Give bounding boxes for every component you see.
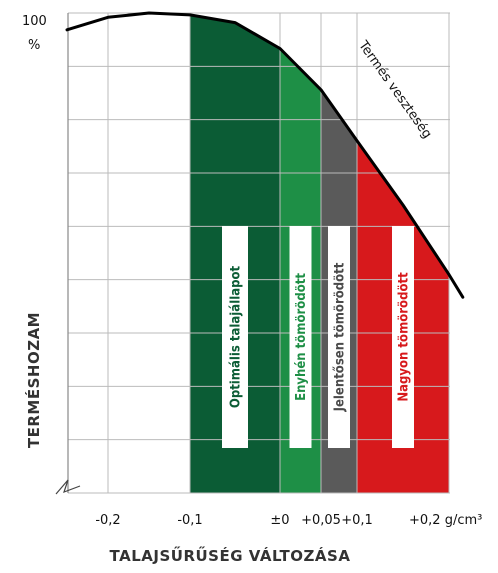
x-tick-label: +0,1	[341, 513, 373, 528]
axis-break-mark	[55, 479, 81, 495]
x-tick-label: -0,1	[177, 513, 202, 528]
grid-layer	[67, 12, 450, 494]
x-axis-title: TALAJSŰRŰSÉG VÁLTOZÁSA	[110, 545, 351, 565]
x-tick-label: +0,05	[301, 513, 341, 528]
curve-layer	[65, 11, 465, 299]
x-tick-label: ±0	[270, 513, 289, 528]
y-top-label: 100	[22, 14, 47, 29]
x-tick-label: -0,2	[95, 513, 120, 528]
curve-label: Termés veszteség	[355, 38, 435, 142]
zone-label-box	[328, 226, 350, 448]
y-top-unit: %	[28, 38, 40, 53]
zone-label-box	[222, 226, 248, 448]
x-tick-label: +0,2 g/cm³	[409, 513, 482, 528]
zone-label: Optimális talajállapot	[229, 265, 244, 408]
zone-label: Jelentősen tömörödött	[333, 262, 348, 412]
y-axis-title: TERMÉSHOZAM	[24, 312, 43, 448]
zone-label: Enyhén tömörödött	[294, 273, 309, 401]
yield-curve	[65, 11, 465, 299]
zone-label-box	[392, 226, 414, 448]
zone-label-box	[289, 226, 312, 448]
zone-label: Nagyon tömörödött	[397, 272, 412, 402]
